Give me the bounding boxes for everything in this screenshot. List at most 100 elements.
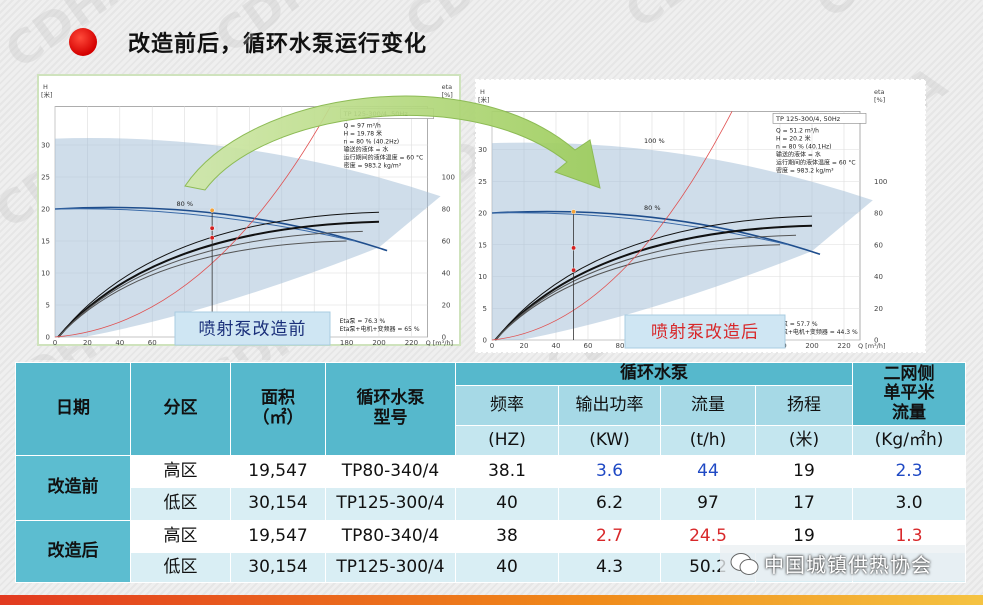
table-cell: 4.3 [558,552,661,583]
y-axis-label: [米] [41,90,53,99]
table-cell: TP80-340/4 [325,520,456,553]
y-tick-label: 30 [41,142,50,150]
table-cell: 40 [455,552,559,583]
y-tick-label: 30 [478,146,487,154]
operating-point [571,245,577,251]
pump-curve [491,210,821,256]
slide-title: 改造前后，循环水泵运行变化 [128,32,428,57]
header-cell: 二网侧 单平米 流量 [852,362,966,426]
header-line: 流量 [892,402,926,423]
system-curve [494,244,781,341]
table-cell: 3.0 [852,487,966,521]
eta-axis-label: [%] [874,96,885,104]
info-line: H = 20.2 米 [776,134,811,142]
eta-tick-label: 60 [442,238,451,246]
watermark: CDHA [615,0,766,39]
table-cell: 24.5 [660,520,756,553]
table-cell: 30,154 [230,487,326,521]
table-cell: 97 [660,487,756,521]
table-cell: 3.6 [558,455,661,488]
table-part: 低区 30,154 TP125-300/4 40 6.2 97 17 3.0 [16,487,966,521]
x-tick-label: 220 [837,342,850,350]
title-bullet [69,28,97,56]
x-tick-label: 200 [805,342,818,350]
efficiency-line: Eta泵+电机+变频器 = 65 % [340,325,420,333]
watermark: CDHA [0,0,146,79]
efficiency-line: Eta泵 = 76.3 % [340,318,386,325]
footer-bar [0,595,983,605]
table-cell: 38 [455,520,559,553]
eta-tick-label: 80 [874,210,883,218]
watermark: CDHA [395,0,546,49]
table-part: 频率 输出功率 流量 扬程 [16,385,966,426]
eta-tick-label: 60 [874,241,883,249]
table-cell: 2.3 [852,455,966,488]
watermark: CDHA [205,0,356,64]
info-line: Q = 51.2 m³/h [776,127,819,134]
eta-tick-label: 40 [442,270,451,278]
table-cell: 19,547 [230,455,326,488]
unit-cell: (KW) [558,425,661,456]
y-tick-label: 0 [46,334,50,342]
x-tick-label: 20 [83,339,92,347]
x-axis-label: Q [m³/h] [426,339,454,347]
x-tick-label: 0 [490,342,494,350]
x-tick-label: 60 [148,339,157,347]
eta-tick-label: 80 [442,206,451,214]
y-tick-label: 0 [483,337,487,345]
watermark: CDHA [805,0,956,29]
operating-point [209,235,215,241]
unit-cell: (米) [755,425,853,456]
red-curve [491,111,733,341]
x-tick-label: 0 [53,339,57,347]
eta-axis-label: [%] [442,91,453,99]
table-cell: 6.2 [558,487,661,521]
info-line: n = 80 % (40.2Hz) [344,139,400,146]
header-line: （㎡） [252,408,304,428]
header-cell: 输出功率 [558,385,661,426]
table-cell: TP80-340/4 [325,455,456,488]
table-cell: 30,154 [230,552,326,583]
system-curve [494,224,813,341]
info-line: 密度 = 983.2 kg/m³ [344,162,402,170]
system-curve [494,234,797,341]
info-line: 输送的液体 = 水 [344,146,389,154]
eta-axis-label: eta [442,83,453,91]
y-tick-label: 25 [478,178,487,186]
header-cell: 循环水泵 型号 [325,362,456,456]
chart-label: 喷射泵改造前 [199,320,307,340]
operating-point [571,267,577,273]
eta-tick-label: 100 [442,174,455,182]
header-cell: 面积 （㎡） [230,362,326,456]
header-line: 循环水泵 [356,388,425,409]
data-table: 日期 分区 面积 （㎡） 循环水泵 型号 循环水泵 二网侧 单平米 流量 频率 输出功率… [15,362,966,583]
eta-tick-label: 0 [442,334,446,342]
header-cell: 日期 [15,362,131,456]
table-cell: 19,547 [230,520,326,553]
eta-axis-label: eta [874,88,885,96]
table-cell: 低区 [130,487,231,521]
x-axis-label: Q [m³/h] [858,342,886,350]
header-line: 面积 [261,388,295,409]
info-line: 运行期间的液体温度 = 60 °C [776,158,856,166]
header-cell: 扬程 [755,385,853,426]
y-tick-label: 15 [478,241,487,249]
header-cell: 流量 [660,385,756,426]
curve-label: 80 % [644,204,661,212]
x-tick-label: 40 [115,339,124,347]
x-tick-label: 40 [552,342,561,350]
envelope [55,138,441,337]
x-tick-label: 220 [405,339,418,347]
system-curve [57,240,347,338]
table-cell: 40 [455,487,559,521]
model-label: TP 125-300/4, 50Hz [775,115,841,123]
y-tick-label: 10 [41,270,50,278]
unit-cell: (HZ) [455,425,559,456]
table-cell: 44 [660,455,756,488]
header-cell: 循环水泵 [455,362,853,386]
header-line: 型号 [373,408,408,428]
efficiency-line: Eta泵+电机+变频器 = 44.3 % [772,328,858,336]
table-cell: 38.1 [455,455,559,488]
table-part: 日期 分区 面积 （㎡） 循环水泵 型号 循环水泵 二网侧 单平米 流量 [15,362,966,456]
info-box [772,113,867,124]
